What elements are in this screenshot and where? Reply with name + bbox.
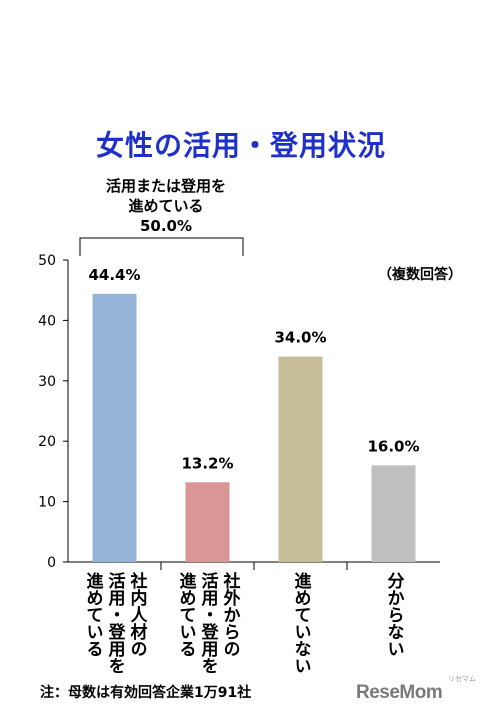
category-label-2: 社外からの 活用・登用を 進めている: [175, 572, 240, 674]
group-label-line-2: 進めている: [128, 197, 204, 215]
bar-3: [278, 356, 323, 562]
y-tick-label: 10: [38, 495, 56, 511]
chart-title: 女性の活用・登用状況: [95, 129, 386, 162]
group-bracket: [79, 237, 244, 256]
category-label-3: 進めていない: [290, 572, 311, 674]
category-label-1: 社内人材の 活用・登用を 進めている: [82, 572, 147, 674]
y-tick-label: 0: [47, 555, 56, 571]
bar-chart: 0 10 20 30 40 50 44.4% 13.2% 34.0% 16.0%: [38, 237, 440, 571]
group-bracket-label: 活用または登用を 進めている 50.0%: [66, 176, 266, 236]
group-label-line-1: 活用または登用を: [105, 177, 226, 195]
resemom-logo: ReseMom: [356, 682, 443, 703]
data-label-4: 16.0%: [367, 437, 419, 455]
bar-2: [185, 482, 230, 562]
y-axis: 0 10 20 30 40 50: [38, 253, 440, 571]
data-label-1: 44.4%: [88, 266, 140, 284]
data-labels: 44.4% 13.2% 34.0% 16.0%: [88, 266, 419, 472]
y-tick-label: 40: [38, 313, 56, 329]
resemom-logo-sub: リセマム: [448, 675, 476, 683]
multiple-answer-note: （複数回答）: [378, 267, 462, 283]
bar-4: [371, 465, 416, 562]
bars: [92, 293, 416, 562]
footnote: 注：母数は有効回答企業1万91社: [40, 685, 252, 701]
y-tick-label: 20: [38, 434, 56, 450]
data-label-2: 13.2%: [181, 454, 233, 472]
group-label-line-3: 50.0%: [139, 217, 193, 235]
data-label-3: 34.0%: [274, 329, 326, 347]
bar-1: [92, 293, 137, 562]
y-tick-label: 50: [38, 253, 56, 269]
y-tick-label: 30: [38, 374, 56, 390]
category-label-4: 分からない: [383, 572, 404, 657]
